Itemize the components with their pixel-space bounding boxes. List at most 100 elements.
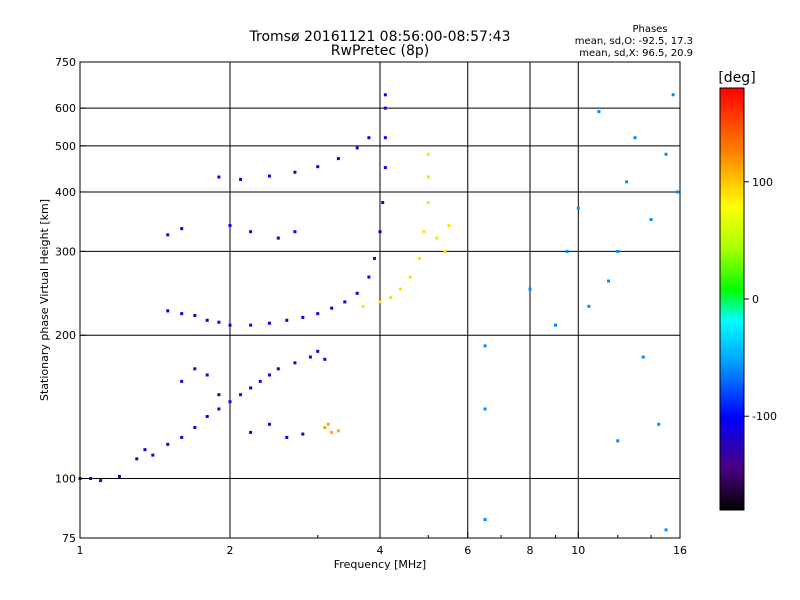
data-point bbox=[483, 344, 487, 348]
data-point bbox=[293, 230, 297, 234]
data-point bbox=[422, 230, 426, 234]
data-point bbox=[285, 435, 289, 439]
chart-subtitle: RwPretec (8p) bbox=[331, 43, 429, 59]
data-point bbox=[671, 93, 675, 97]
data-point bbox=[276, 236, 280, 240]
data-point bbox=[323, 357, 327, 361]
data-point bbox=[378, 300, 382, 304]
data-point bbox=[205, 373, 209, 377]
phases-header: Phases bbox=[632, 24, 667, 35]
data-point bbox=[301, 432, 305, 436]
data-point bbox=[180, 312, 184, 316]
data-point bbox=[649, 218, 653, 222]
data-point bbox=[228, 323, 232, 327]
data-point bbox=[217, 175, 221, 179]
data-point bbox=[675, 190, 679, 194]
data-point bbox=[193, 367, 197, 371]
data-point bbox=[330, 306, 334, 310]
data-point bbox=[143, 448, 147, 452]
data-point bbox=[258, 379, 262, 383]
data-point bbox=[383, 136, 387, 140]
data-point bbox=[528, 287, 532, 291]
data-point bbox=[378, 230, 382, 234]
data-point bbox=[417, 256, 421, 260]
data-point bbox=[193, 425, 197, 429]
x-tick-label: 6 bbox=[464, 544, 471, 557]
y-tick-label: 600 bbox=[55, 102, 76, 115]
data-point bbox=[616, 249, 620, 253]
data-point bbox=[367, 275, 371, 279]
phase-stats-x: mean, sd,X: 96.5, 20.9 bbox=[579, 48, 693, 59]
data-point bbox=[166, 233, 170, 237]
x-tick-label: 16 bbox=[673, 544, 687, 557]
data-point bbox=[483, 518, 487, 522]
data-point bbox=[483, 407, 487, 411]
data-point bbox=[316, 349, 320, 353]
data-point bbox=[616, 439, 620, 443]
data-point bbox=[193, 314, 197, 318]
data-point bbox=[249, 386, 253, 390]
data-point bbox=[664, 528, 668, 532]
colorbar-tick-label: 0 bbox=[752, 293, 759, 306]
chart-title: Tromsø 20161121 08:56:00-08:57:43 bbox=[249, 29, 511, 45]
data-point bbox=[301, 315, 305, 319]
colorbar-tick-label: 100 bbox=[752, 176, 773, 189]
x-tick-label: 8 bbox=[527, 544, 534, 557]
data-point bbox=[399, 287, 403, 291]
y-tick-label: 400 bbox=[55, 186, 76, 199]
grid-lines bbox=[80, 62, 681, 538]
data-point bbox=[135, 457, 139, 461]
data-point bbox=[426, 152, 430, 156]
y-tick-label: 75 bbox=[62, 532, 76, 545]
data-point bbox=[330, 430, 334, 434]
data-point bbox=[89, 477, 93, 481]
data-points bbox=[78, 93, 679, 532]
x-axis: 1 2 4 6 8 10 16 bbox=[77, 532, 687, 557]
data-point bbox=[565, 249, 569, 253]
data-point bbox=[205, 318, 209, 322]
data-point bbox=[443, 249, 447, 253]
data-point bbox=[435, 236, 439, 240]
phase-stats-o: mean, sd,O: -92.5, 17.3 bbox=[575, 36, 693, 47]
data-point bbox=[267, 373, 271, 377]
data-point bbox=[308, 355, 312, 359]
data-point bbox=[657, 422, 661, 426]
data-point bbox=[381, 201, 385, 205]
y-axis: 75 100 200 300 400 500 600 750 bbox=[55, 56, 86, 545]
data-point bbox=[228, 400, 232, 404]
data-point bbox=[285, 318, 289, 322]
data-point bbox=[607, 279, 611, 283]
data-point bbox=[217, 407, 221, 411]
data-point bbox=[367, 136, 371, 140]
x-tick-label: 1 bbox=[77, 544, 84, 557]
data-point bbox=[249, 230, 253, 234]
data-point bbox=[228, 224, 232, 228]
data-point bbox=[641, 355, 645, 359]
data-point bbox=[447, 224, 451, 228]
x-tick-label: 2 bbox=[227, 544, 234, 557]
data-point bbox=[249, 430, 253, 434]
data-point bbox=[217, 393, 221, 397]
data-point bbox=[99, 479, 103, 483]
data-point bbox=[336, 157, 340, 161]
data-point bbox=[553, 323, 557, 327]
data-point bbox=[323, 425, 327, 429]
y-tick-label: 500 bbox=[55, 140, 76, 153]
data-point bbox=[355, 146, 359, 150]
data-point bbox=[383, 166, 387, 170]
data-point bbox=[180, 435, 184, 439]
data-point bbox=[383, 106, 387, 110]
colorbar-tick-label: -100 bbox=[752, 410, 777, 423]
x-axis-label: Frequency [MHz] bbox=[334, 558, 426, 571]
data-point bbox=[633, 136, 637, 140]
data-point bbox=[343, 300, 347, 304]
data-point bbox=[293, 170, 297, 174]
data-point bbox=[426, 175, 430, 179]
data-point bbox=[166, 442, 170, 446]
data-point bbox=[239, 393, 243, 397]
colorbar bbox=[719, 87, 745, 511]
data-point bbox=[117, 474, 121, 478]
data-point bbox=[408, 275, 412, 279]
data-point bbox=[361, 304, 365, 308]
